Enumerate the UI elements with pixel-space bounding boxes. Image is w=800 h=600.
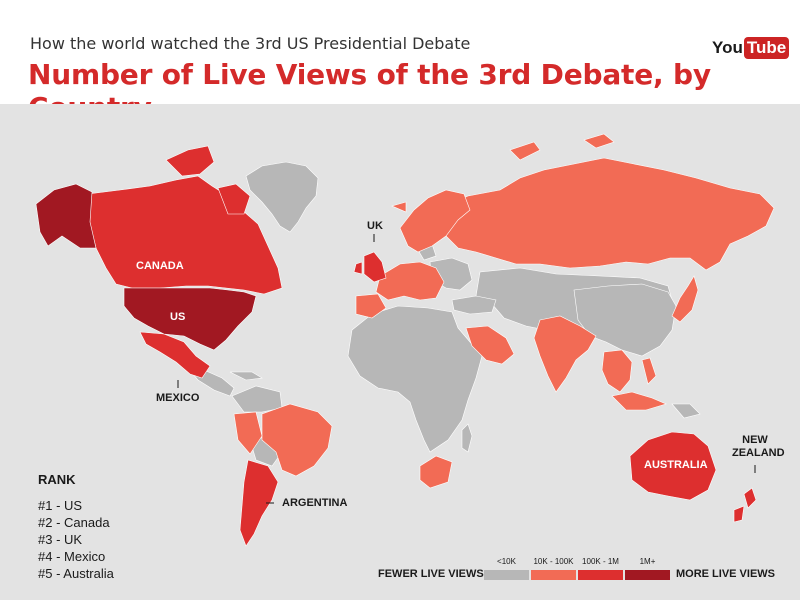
label-us: US <box>170 311 186 323</box>
youtube-logo-tube: Tube <box>743 37 790 59</box>
red-regions <box>87 145 757 547</box>
new-guinea <box>671 403 701 419</box>
label-mexico: MEXICO <box>156 392 200 404</box>
southeast-asia <box>601 349 633 393</box>
legend-swatch-10k-100k <box>531 570 576 580</box>
label-new-zealand: NEW ZEALAND <box>732 434 785 459</box>
legend-swatch-lt10k <box>484 570 529 580</box>
legend-more: MORE LIVE VIEWS <box>676 568 776 580</box>
legend-swatch-1m-plus <box>625 570 670 580</box>
canada-islands-2 <box>217 183 251 215</box>
rank-title: RANK <box>38 472 76 487</box>
rank-item: #3 - UK <box>38 532 83 547</box>
rank-item: #1 - US <box>38 498 83 513</box>
russia-islands <box>509 141 541 161</box>
madagascar <box>461 423 473 453</box>
legend-swatch-100k-1m <box>578 570 623 580</box>
grey-regions <box>185 161 701 467</box>
japan <box>671 275 699 323</box>
scandinavia <box>399 189 471 253</box>
rank-item: #4 - Mexico <box>38 549 106 564</box>
western-europe <box>375 261 445 301</box>
philippines <box>641 357 657 385</box>
india <box>533 315 597 393</box>
arabia <box>465 325 515 365</box>
new-zealand <box>743 487 757 509</box>
legend-class-label: 10K - 100K <box>533 557 574 566</box>
russia <box>439 157 775 271</box>
africa <box>347 305 483 453</box>
canada-islands <box>165 145 215 177</box>
rank-item: #2 - Canada <box>38 515 110 530</box>
russia-islands-2 <box>583 133 615 149</box>
legend-fewer: FEWER LIVE VIEWS <box>378 568 484 580</box>
darkred-regions <box>35 183 257 351</box>
uk <box>363 251 387 283</box>
legend-class-label: <10K <box>497 557 516 566</box>
rank-item: #5 - Australia <box>38 566 114 581</box>
new-zealand-south <box>733 505 745 523</box>
coral-regions <box>233 133 775 489</box>
indonesia <box>611 391 667 411</box>
caribbean <box>229 371 263 381</box>
turkey <box>451 295 497 315</box>
nordic-islands <box>391 201 407 213</box>
label-uk: UK <box>367 220 383 232</box>
greenland <box>245 161 319 233</box>
mexico <box>139 331 211 379</box>
youtube-logo: You Tube <box>712 37 790 59</box>
header: How the world watched the 3rd US Preside… <box>0 0 800 124</box>
legend-class-label: 1M+ <box>639 557 656 566</box>
peru <box>233 411 263 455</box>
south-africa <box>419 455 453 489</box>
colombia-venezuela <box>231 385 283 413</box>
australia <box>629 431 717 501</box>
ireland <box>353 261 363 275</box>
subtitle: How the world watched the 3rd US Preside… <box>30 34 471 53</box>
youtube-logo-you: You <box>712 38 743 57</box>
label-argentina: ARGENTINA <box>282 497 348 509</box>
label-australia: AUSTRALIA <box>644 459 708 471</box>
us <box>123 287 257 351</box>
canada <box>87 175 283 295</box>
iberia <box>355 293 387 319</box>
legend-class-label: 100K - 1M <box>582 557 619 566</box>
brazil <box>261 403 333 477</box>
rank-list: RANK #1 - US #2 - Canada #3 - UK #4 - Me… <box>38 472 114 582</box>
argentina <box>239 459 279 547</box>
alaska <box>35 183 97 249</box>
label-canada: CANADA <box>136 260 184 272</box>
